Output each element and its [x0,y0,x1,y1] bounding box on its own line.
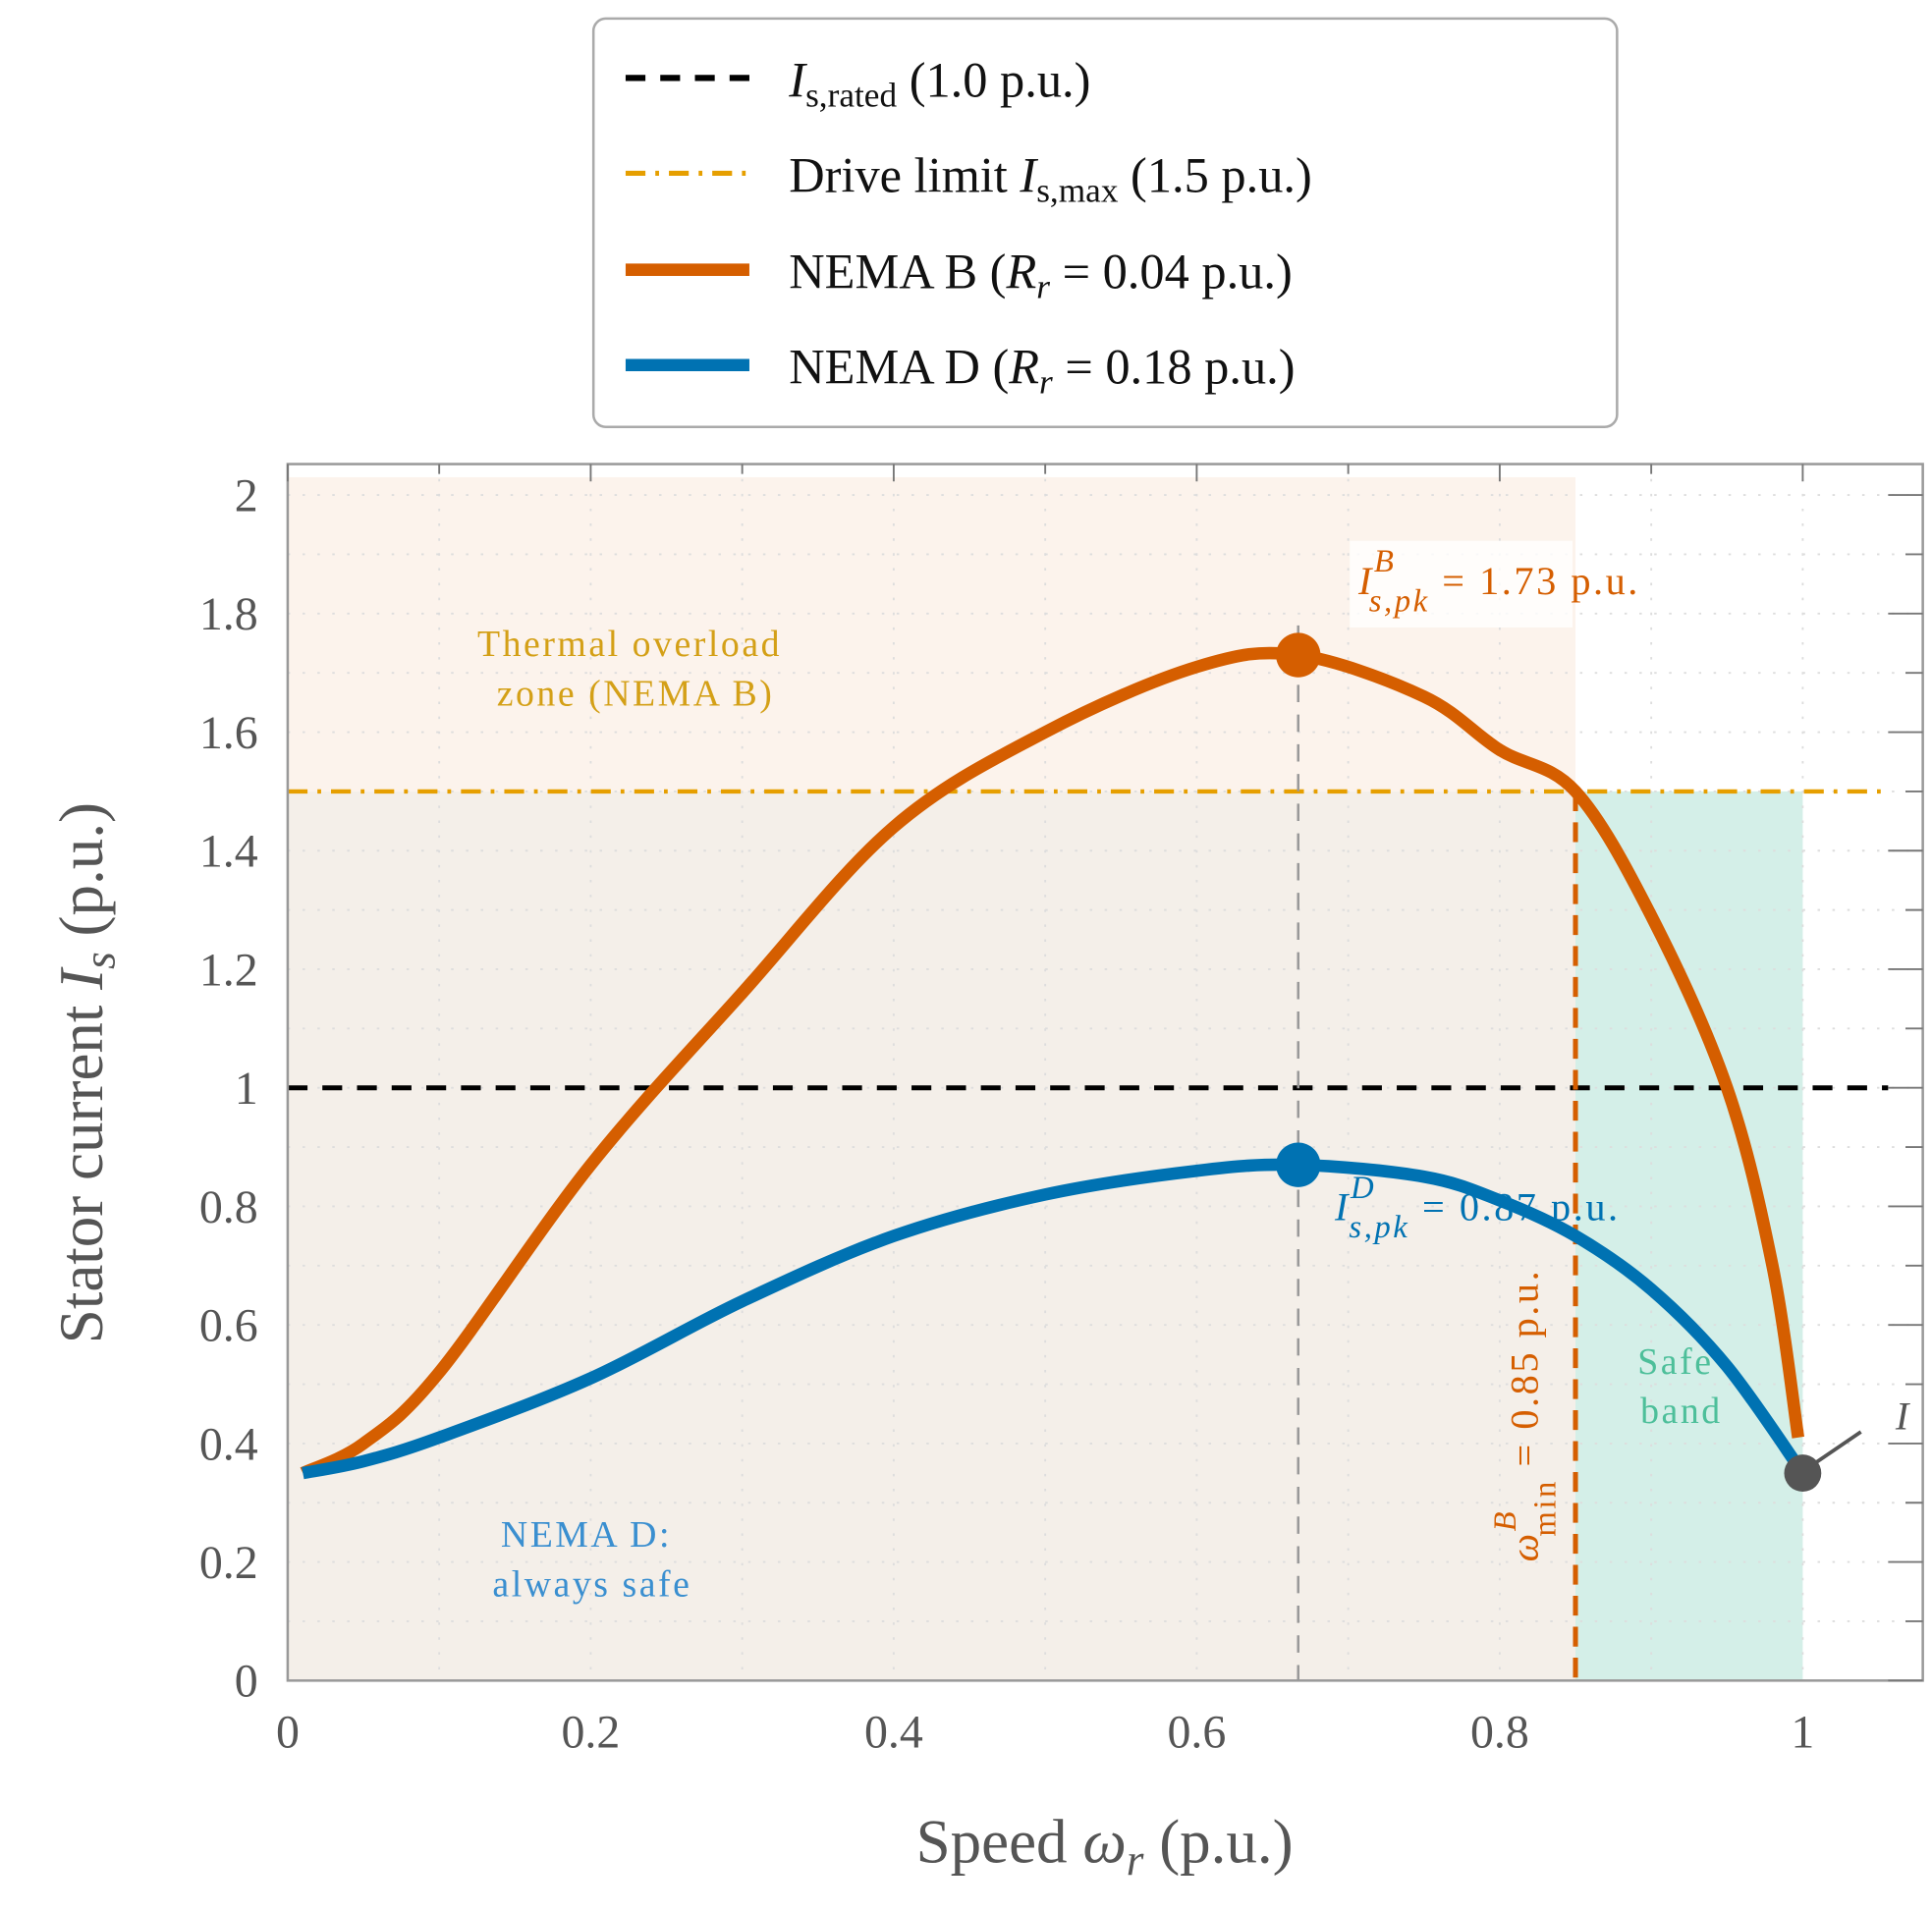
series-line-nema-d [302,1158,1808,1480]
end-point-leader [1808,1430,1862,1468]
plot-background [287,476,1803,1681]
x-axis-label: Speed ωr (p.u.) [916,1808,1294,1885]
series-line-nema-b [300,646,1804,1479]
legend-label-nema-d: NEMA D (Rr = 0.18 p.u.) [789,340,1295,402]
x-tick-label: 0.6 [1167,1706,1226,1758]
grid [286,464,1923,1682]
end-point-label: I [1895,1394,1910,1439]
region-operating [287,791,1576,1681]
y-tick-label: 1.4 [199,826,258,878]
y-tick-label: 0 [235,1656,258,1708]
x-tick-label: 0.4 [864,1706,923,1758]
region-thermal-overload [287,476,1576,792]
y-tick-label: 1 [235,1063,258,1115]
data-point-marker [1276,632,1321,678]
y-tick-label: 0.4 [199,1418,258,1470]
legend-label-rated: Is,rated (1.0 p.u.) [788,52,1090,114]
peak-b-label: IB s,pk = 1.73 p.u. [1357,544,1640,619]
markers [1276,632,1822,1492]
thermal-zone-label: Thermal overload zone (NEMA B) [477,624,794,714]
y-tick-label: 0.2 [199,1537,258,1589]
y-tick-label: 1.6 [199,707,258,759]
peak-b-label-bg [1350,540,1573,628]
y-tick-label: 1.2 [199,944,258,996]
y-tick-label: 0.8 [199,1181,258,1233]
x-tick-label: 0.2 [561,1706,620,1758]
nema-d-safe-label: NEMA D: always safe [492,1514,691,1605]
legend: Is,rated (1.0 p.u.) Drive limit Is,max (… [591,17,1619,429]
y-axis-label: Stator current Is (p.u.) [47,802,125,1343]
y-tick-label: 1.8 [199,588,258,640]
legend-label-drive-limit: Drive limit Is,max (1.5 p.u.) [789,147,1312,209]
peak-d-label: ID s,pk = 0.87 p.u. [1334,1171,1621,1245]
x-tick-label: 1 [1791,1706,1814,1758]
data-point-marker [1784,1454,1822,1492]
y-tick-label: 2 [235,469,258,521]
axes-frame [286,463,1924,1682]
legend-box [591,17,1619,429]
curves [300,646,1808,1480]
wmin-label: ωB min = 0.85 p.u. [1488,1269,1563,1562]
legend-label-nema-b: NEMA B (Rr = 0.04 p.u.) [789,245,1292,306]
x-tick-label: 0 [276,1706,300,1758]
safe-band-label: Safe band [1637,1341,1725,1432]
x-tick-label: 0.8 [1470,1706,1529,1758]
data-point-marker [1276,1142,1321,1187]
y-tick-label: 0.6 [199,1300,258,1352]
ticks: 0 0.2 0.4 0.6 0.8 1 0 0.2 0.4 0.6 0.8 1 1.2 1.4 1.6 1.8… [199,464,1923,1758]
